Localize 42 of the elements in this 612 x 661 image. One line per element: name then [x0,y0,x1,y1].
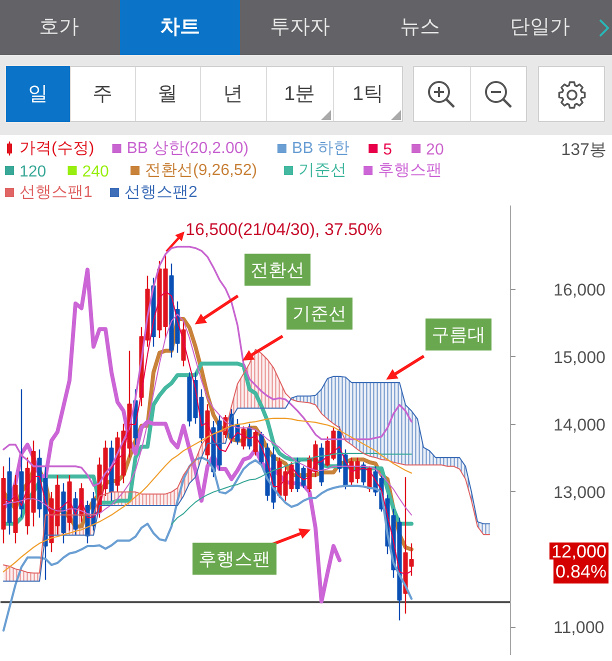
candlestick [241,426,246,450]
legend-label: 5 [383,142,392,158]
annotation: 전환선 [250,260,304,280]
legend-label: 선행스팬2 [124,184,198,201]
text: 월 [158,82,178,107]
legend-label: BB 하한 [292,140,350,157]
annotation: 16,500(21/04/30), 37.50% [186,220,382,239]
text: 일 [28,82,48,107]
candlestick [247,423,252,450]
y-tick-label: 13,000 [554,482,606,502]
legend-label: 후행스팬 [378,162,442,179]
annotation: 후행스팬 [198,548,270,569]
text: 투자자 [270,15,330,40]
text: 단일가 [510,15,570,40]
line-series [170,452,412,525]
text: 호가 [39,15,79,40]
line-series [2,290,412,575]
line-series [2,456,413,632]
y-tick-label: 11,000 [554,618,604,638]
y-tick-label: 15,000 [554,348,606,367]
text: 주 [92,82,112,107]
text: 1틱 [352,82,384,107]
text: 12,000 [551,542,607,562]
line-series [2,418,412,572]
y-tick-label: 14,000 [554,415,606,434]
legend-label: 120 [20,164,46,180]
text: 0.84% [555,562,607,582]
legend-label: 기준선 [298,162,346,179]
legend-label: 가격(수정) [20,140,94,157]
legend-label: 240 [82,164,110,180]
legend-label: 전환선(9,26,52) [145,162,258,179]
annotation: 구름대 [432,324,486,345]
text: 뉴스 [400,15,440,40]
text: 137봉 [561,140,607,159]
text: 차트 [160,15,200,40]
annotation: 기준선 [292,304,346,324]
text: 년 [223,82,243,107]
y-tick-label: 16,000 [554,280,606,300]
legend-label: 선행스팬1 [20,184,92,201]
legend-label: BB 상한(20,2.00) [126,140,249,157]
text: 1분 [284,82,316,107]
legend-label: 20 [426,142,444,158]
